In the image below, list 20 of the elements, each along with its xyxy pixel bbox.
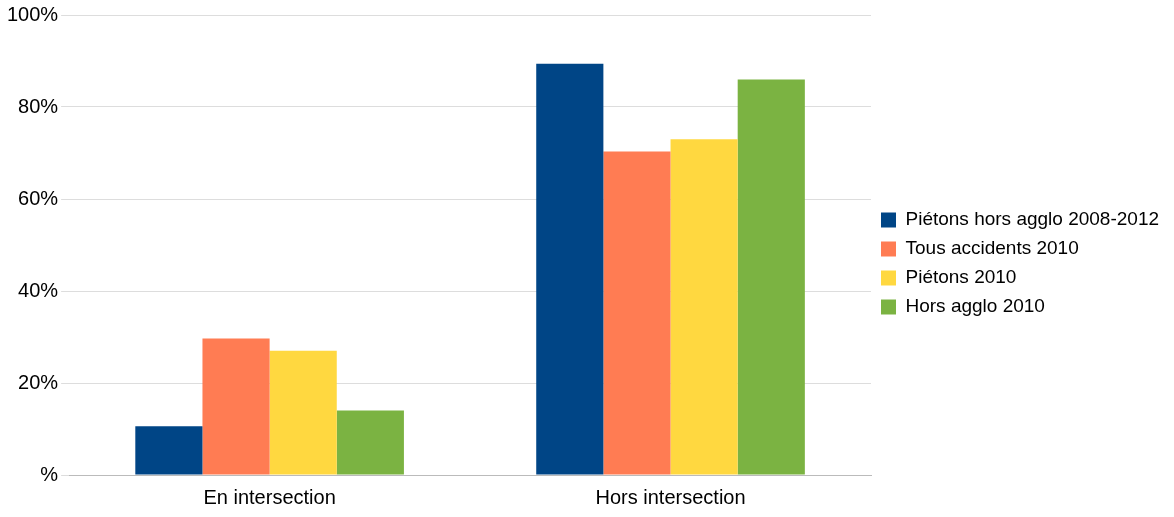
bar bbox=[536, 63, 604, 475]
bar bbox=[202, 338, 270, 475]
x-tick-label: Hors intersection bbox=[595, 485, 746, 508]
legend-label: Piétons hors agglo 2008-2012 bbox=[905, 208, 1160, 230]
y-tick-label: 60% bbox=[18, 186, 59, 209]
y-tick-label: % bbox=[40, 462, 59, 485]
legend-label: Piétons 2010 bbox=[905, 266, 1017, 288]
y-tick-label: 100% bbox=[7, 2, 59, 25]
bar bbox=[603, 151, 671, 475]
bar bbox=[336, 410, 404, 475]
y-tick-label: 20% bbox=[18, 370, 59, 393]
bar bbox=[135, 426, 203, 475]
y-tick-label: 80% bbox=[18, 94, 59, 117]
x-tick-label: En intersection bbox=[203, 485, 336, 508]
bar bbox=[737, 79, 805, 475]
bar bbox=[670, 139, 738, 475]
bar bbox=[269, 350, 337, 475]
y-tick-label: 40% bbox=[18, 278, 59, 301]
legend-label: Hors agglo 2010 bbox=[905, 295, 1045, 317]
legend-label: Tous accidents 2010 bbox=[905, 237, 1079, 259]
